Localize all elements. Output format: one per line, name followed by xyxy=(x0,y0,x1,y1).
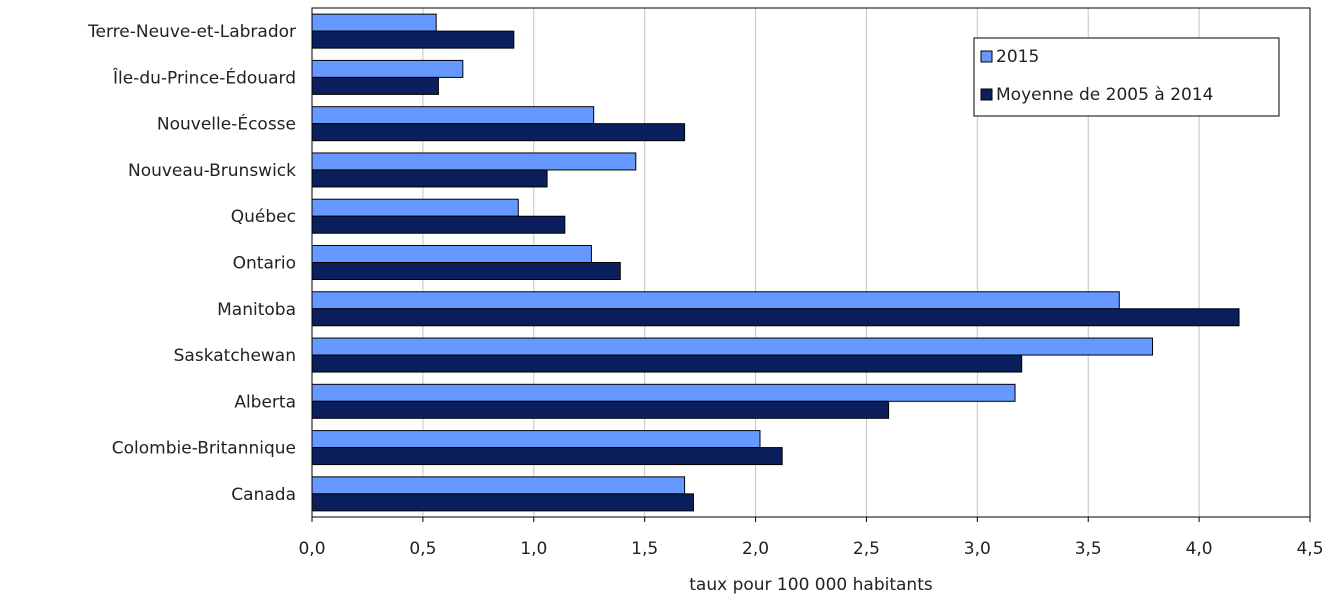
x-tick-label: 3,0 xyxy=(964,539,991,559)
bar-2015 xyxy=(311,152,637,171)
bar-moyenne-2005-2014 xyxy=(311,447,783,466)
x-tick-label: 4,5 xyxy=(1296,539,1323,559)
bar-2015 xyxy=(311,13,437,32)
x-tick-label: 0,5 xyxy=(409,539,436,559)
x-tick-label: 1,0 xyxy=(520,539,547,559)
bar-moyenne-2005-2014 xyxy=(311,123,686,142)
category-label: Saskatchewan xyxy=(174,346,296,366)
x-tick-label: 2,0 xyxy=(742,539,769,559)
bar-2015 xyxy=(311,337,1154,356)
bar-moyenne-2005-2014 xyxy=(311,262,621,280)
bar-2015 xyxy=(311,383,1016,402)
x-tick-label: 3,5 xyxy=(1075,539,1102,559)
bar-2015 xyxy=(311,430,761,449)
bar-2015 xyxy=(311,291,1120,310)
bar-2015 xyxy=(311,245,592,263)
legend-label: Moyenne de 2005 à 2014 xyxy=(996,85,1213,105)
legend-box xyxy=(973,37,1280,117)
bar-moyenne-2005-2014 xyxy=(311,308,1240,327)
bar-moyenne-2005-2014 xyxy=(311,30,515,49)
category-label: Nouvelle-Écosse xyxy=(157,113,296,135)
bar-2015 xyxy=(311,198,519,217)
bar-moyenne-2005-2014 xyxy=(311,354,1023,373)
bar-moyenne-2005-2014 xyxy=(311,215,566,234)
legend-swatch xyxy=(980,50,993,63)
bar-moyenne-2005-2014 xyxy=(311,169,548,188)
category-label: Canada xyxy=(231,485,296,505)
category-label: Ontario xyxy=(233,254,296,274)
bar-2015 xyxy=(311,59,464,78)
category-labels: Terre-Neuve-et-Labrador Île-du-Prince-Édo… xyxy=(87,22,296,505)
category-label: Nouveau-Brunswick xyxy=(128,161,296,181)
category-label: Manitoba xyxy=(217,300,296,320)
bar-moyenne-2005-2014 xyxy=(311,493,694,512)
category-label: Terre-Neuve-et-Labrador xyxy=(87,22,296,42)
legend-label: 2015 xyxy=(996,47,1039,67)
legend: 2015 Moyenne de 2005 à 2014 xyxy=(973,37,1280,117)
category-label: Île-du-Prince-Édouard xyxy=(112,66,296,88)
x-tick-label: 2,5 xyxy=(853,539,880,559)
category-label: Colombie-Britannique xyxy=(112,439,296,459)
bar-moyenne-2005-2014 xyxy=(311,76,439,95)
x-tick-label: 1,5 xyxy=(631,539,658,559)
bar-2015 xyxy=(311,106,595,125)
bars xyxy=(311,13,1240,512)
category-label: Alberta xyxy=(234,392,296,412)
bar-2015 xyxy=(311,476,686,495)
x-axis-title: taux pour 100 000 habitants xyxy=(689,575,933,595)
legend-swatch xyxy=(980,88,993,101)
bar-moyenne-2005-2014 xyxy=(311,400,890,419)
plot-frame xyxy=(311,7,1311,518)
x-tick-label: 0,0 xyxy=(298,539,325,559)
x-tick-label: 4,0 xyxy=(1186,539,1213,559)
category-label: Québec xyxy=(231,207,296,227)
x-ticks: 0,0 0,5 1,0 1,5 2,0 2,5 3,0 3,5 4,0 4,5 xyxy=(298,517,1324,559)
